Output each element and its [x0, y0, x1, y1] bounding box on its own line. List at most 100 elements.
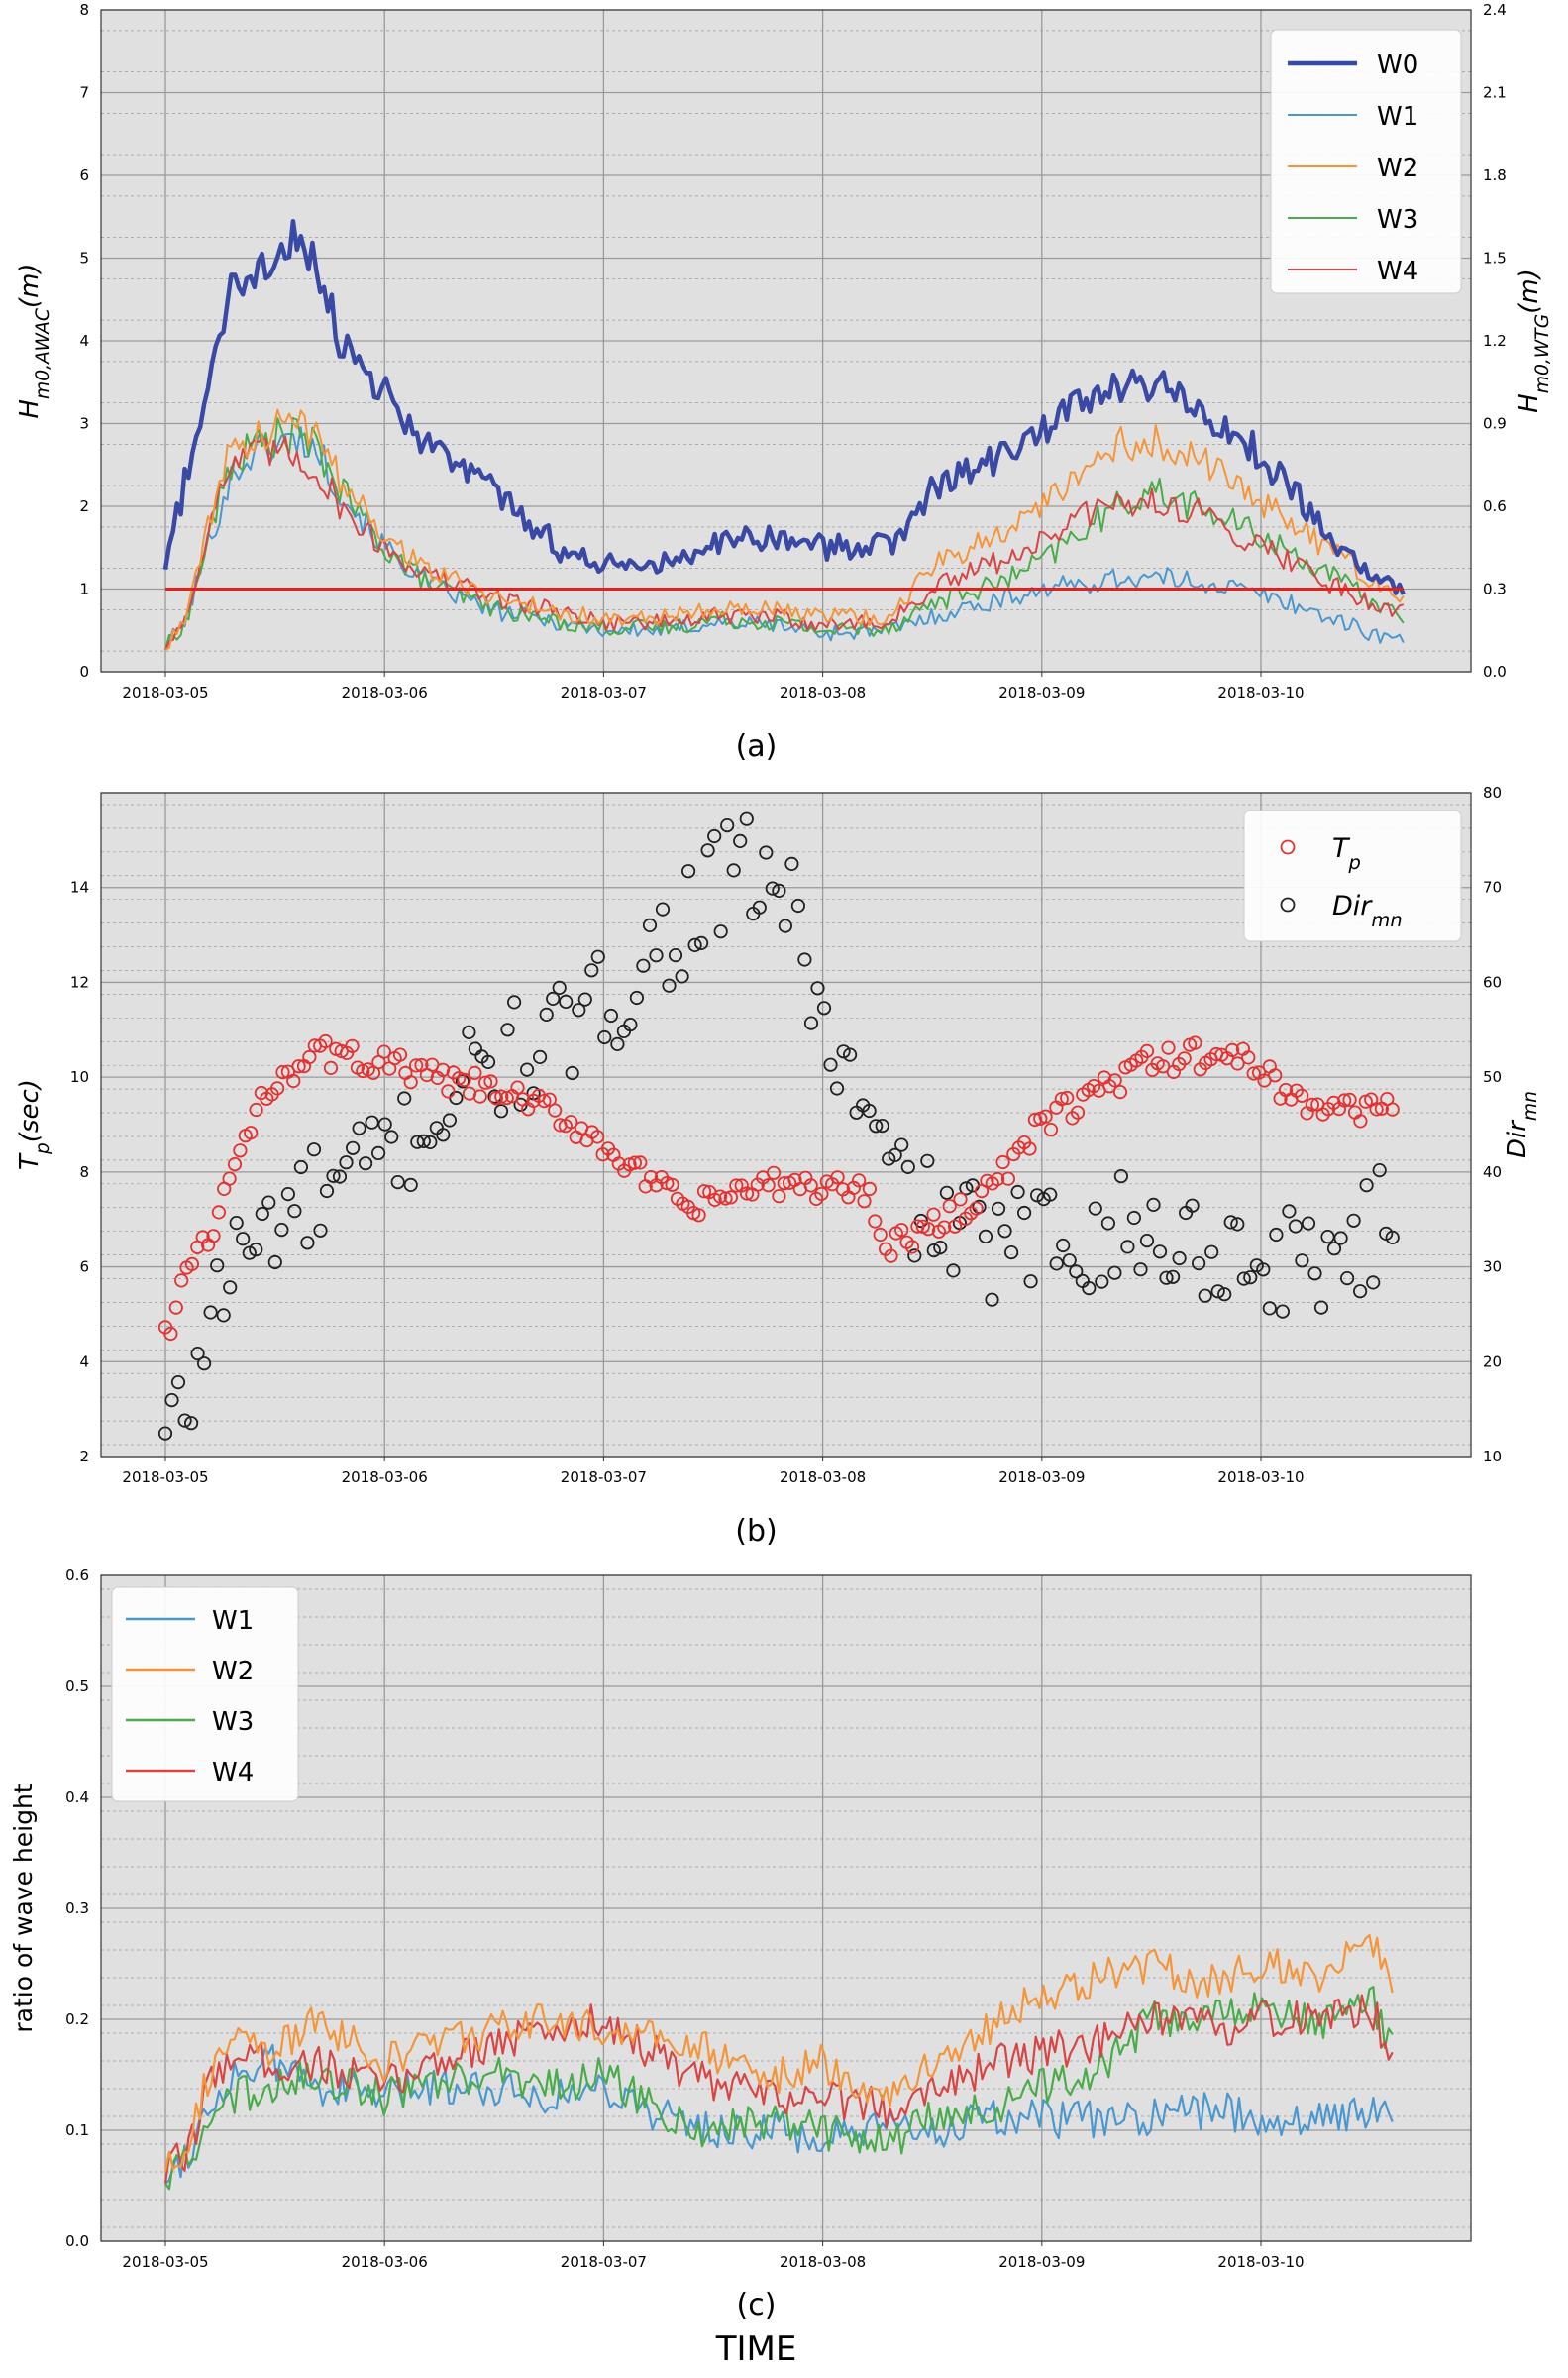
- tp-point: [665, 1177, 679, 1192]
- dir-mn-point: [713, 924, 728, 939]
- dir-mn-point: [862, 1103, 877, 1119]
- legend-box: [1270, 29, 1462, 294]
- dir-mn-point: [345, 1140, 361, 1155]
- dir-mn-point: [506, 995, 522, 1010]
- dir-mn-point: [572, 1003, 586, 1018]
- dir-mn-point: [610, 1036, 625, 1052]
- dir-mn-point: [1113, 1169, 1129, 1184]
- panel-a-right-tick-label: 0.3: [1483, 581, 1507, 598]
- dir-mn-point: [480, 1054, 496, 1070]
- tp-point: [1054, 1092, 1069, 1107]
- panel-a-right-tick-label: 0.6: [1483, 497, 1507, 515]
- dir-mn-point: [1217, 1287, 1232, 1302]
- tp-point: [291, 1059, 306, 1074]
- panel-b-x-tick-label: 2018-03-09: [998, 1468, 1085, 1486]
- tp-point: [1188, 1035, 1202, 1050]
- dir-mn-point: [739, 811, 754, 826]
- dir-mn-point: [875, 1119, 889, 1134]
- panel-c-x-tick-label: 2018-03-06: [342, 2253, 428, 2271]
- dir-mn-point: [546, 991, 561, 1007]
- panel-a-right-tick-label: 1.8: [1483, 166, 1507, 184]
- tp-point: [206, 1229, 221, 1243]
- dir-mn-point: [164, 1393, 179, 1408]
- tp-point: [286, 1073, 301, 1089]
- dir-mn-point: [416, 1134, 431, 1149]
- panel-c-left-tick-label: 0.2: [65, 2010, 89, 2028]
- series-w0-line: [162, 218, 1406, 595]
- panel-c-frame: [100, 1574, 1472, 2242]
- legend-label-w4: W4: [212, 1758, 254, 1787]
- panel-a-right-tick-label: 1.5: [1483, 250, 1507, 268]
- panel-c-y-axis-label: ratio of wave height: [9, 1784, 38, 2032]
- dir-mn-point: [455, 1074, 470, 1089]
- panel-a-right-tick-label: 1.2: [1483, 332, 1507, 350]
- dir-mn-point: [249, 1243, 263, 1257]
- tp-point: [435, 1062, 451, 1077]
- dir-mn-point: [397, 1091, 412, 1106]
- panel-a-right-tick-label: 0.9: [1483, 415, 1507, 433]
- dir-mn-point: [1185, 1198, 1200, 1213]
- dir-mn-point: [190, 1347, 205, 1361]
- dir-mn-point: [752, 900, 767, 915]
- dir-mn-point: [700, 843, 715, 858]
- dir-mn-point: [197, 1356, 212, 1371]
- panel-c: 2018-03-05 2018-03-06 2018-03-07 2018-03-08…: [9, 1567, 1472, 2369]
- panel-c-x-tick-label: 2018-03-05: [122, 2253, 208, 2271]
- tp-point: [814, 1186, 829, 1202]
- dir-mn-point: [390, 1175, 405, 1190]
- tp-point: [472, 1089, 487, 1104]
- tp-point: [926, 1207, 941, 1222]
- tp-point: [969, 1201, 984, 1216]
- tp-point: [696, 1184, 712, 1199]
- panel-b-label: (b): [735, 1514, 777, 1549]
- panel-a-left-tick-label: 1: [79, 581, 89, 598]
- tp-point: [1225, 1042, 1240, 1058]
- dir-mn-point: [170, 1375, 186, 1390]
- tp-point: [1070, 1105, 1086, 1120]
- panel-b-right-tick-label: 80: [1483, 784, 1502, 802]
- panel-a-x-tick-label: 2018-03-08: [780, 684, 866, 702]
- legend-label-w1: W1: [212, 1606, 254, 1636]
- panel-b-plot-area: [101, 793, 1471, 1457]
- tp-point: [1342, 1092, 1357, 1108]
- panel-c-legend: W1 W2 W3 W4: [111, 1586, 299, 1802]
- tp-point: [857, 1194, 872, 1209]
- series-w2-line: [163, 1933, 1394, 2172]
- tp-point: [723, 1190, 739, 1205]
- dir-mn-point: [1333, 1231, 1348, 1245]
- panel-b-right-tick-label: 60: [1483, 973, 1502, 991]
- tp-point: [537, 1094, 552, 1109]
- dir-mn-point: [888, 1147, 902, 1163]
- panel-b-x-tick-label: 2018-03-07: [561, 1468, 647, 1486]
- panel-b-x-tick-label: 2018-03-05: [122, 1468, 208, 1486]
- panel-a-left-tick-label: 3: [79, 415, 89, 433]
- dir-mn-point: [1198, 1288, 1212, 1303]
- panel-a-right-tick-label: 2.1: [1483, 84, 1507, 102]
- dir-mn-point: [313, 1223, 328, 1238]
- dir-mn-point: [629, 990, 645, 1006]
- dir-mn-point: [287, 1204, 302, 1219]
- tp-point: [233, 1143, 248, 1158]
- dir-mn-point: [642, 918, 658, 933]
- tp-point: [729, 1178, 744, 1193]
- tp-point: [222, 1171, 237, 1186]
- tp-point: [1139, 1043, 1155, 1059]
- tp-point: [873, 1227, 888, 1243]
- dir-mn-point: [377, 1117, 392, 1132]
- dir-mn-point: [726, 863, 741, 878]
- tp-point: [1369, 1102, 1384, 1117]
- tp-point: [1337, 1093, 1352, 1108]
- tp-point: [542, 1092, 557, 1107]
- dir-mn-point: [1082, 1281, 1097, 1296]
- legend-label: Dirmn: [1332, 891, 1403, 931]
- dir-mn-point: [1049, 1256, 1064, 1271]
- tp-point: [457, 1072, 471, 1088]
- dir-mn-point: [519, 1062, 535, 1077]
- dir-mn-point: [1269, 1227, 1284, 1243]
- dir-mn-point: [693, 935, 709, 951]
- tp-point: [548, 1103, 563, 1118]
- tp-point: [1112, 1085, 1128, 1100]
- dir-mn-point: [500, 1023, 515, 1037]
- dir-mn-point: [1275, 1304, 1291, 1319]
- dir-mn-point: [985, 1292, 999, 1307]
